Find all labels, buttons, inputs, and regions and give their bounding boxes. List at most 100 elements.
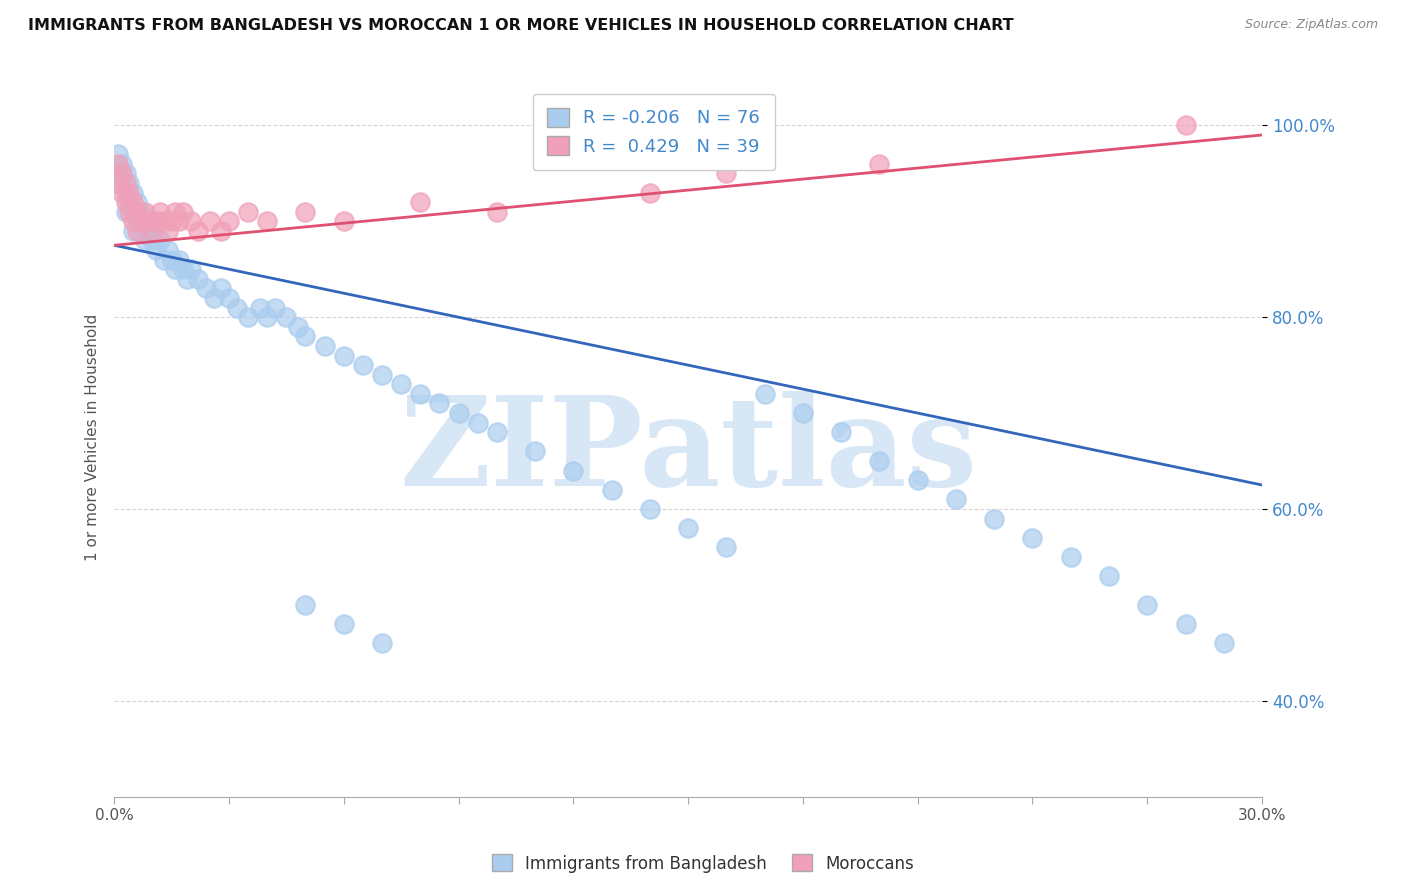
Point <box>160 252 183 267</box>
Point <box>107 166 129 180</box>
Point <box>209 224 232 238</box>
Point <box>156 243 179 257</box>
Point <box>122 195 145 210</box>
Point <box>256 214 278 228</box>
Point <box>371 636 394 650</box>
Point <box>332 214 354 228</box>
Point <box>111 157 134 171</box>
Point <box>172 262 194 277</box>
Point <box>145 243 167 257</box>
Point <box>409 387 432 401</box>
Point <box>792 406 814 420</box>
Point <box>716 541 738 555</box>
Point <box>138 224 160 238</box>
Point <box>118 195 141 210</box>
Point <box>218 291 240 305</box>
Point <box>127 204 149 219</box>
Point <box>638 502 661 516</box>
Point <box>314 339 336 353</box>
Point <box>1060 549 1083 564</box>
Point <box>225 301 247 315</box>
Point <box>122 204 145 219</box>
Point <box>107 147 129 161</box>
Point <box>122 186 145 200</box>
Point <box>332 349 354 363</box>
Point <box>236 204 259 219</box>
Point <box>118 204 141 219</box>
Point <box>218 214 240 228</box>
Point <box>676 521 699 535</box>
Point <box>256 310 278 325</box>
Point <box>1212 636 1234 650</box>
Point <box>129 224 152 238</box>
Point <box>165 204 187 219</box>
Point <box>180 262 202 277</box>
Point <box>107 176 129 190</box>
Point <box>907 473 929 487</box>
Point <box>111 186 134 200</box>
Point <box>485 425 508 440</box>
Point <box>1021 531 1043 545</box>
Point <box>122 214 145 228</box>
Point <box>127 195 149 210</box>
Point <box>276 310 298 325</box>
Point <box>1174 119 1197 133</box>
Point <box>149 204 172 219</box>
Point <box>153 214 176 228</box>
Point <box>114 176 136 190</box>
Point <box>524 444 547 458</box>
Point <box>118 186 141 200</box>
Point <box>111 176 134 190</box>
Legend: R = -0.206   N = 76, R =  0.429   N = 39: R = -0.206 N = 76, R = 0.429 N = 39 <box>533 94 775 170</box>
Point <box>127 224 149 238</box>
Point <box>134 214 156 228</box>
Point <box>600 483 623 497</box>
Point <box>138 214 160 228</box>
Point <box>114 204 136 219</box>
Point <box>114 166 136 180</box>
Point <box>294 204 316 219</box>
Point <box>202 291 225 305</box>
Point <box>160 214 183 228</box>
Y-axis label: 1 or more Vehicles in Household: 1 or more Vehicles in Household <box>86 313 100 561</box>
Point <box>129 214 152 228</box>
Point <box>114 186 136 200</box>
Point <box>141 214 163 228</box>
Point <box>467 416 489 430</box>
Point <box>129 204 152 219</box>
Point <box>187 224 209 238</box>
Point <box>209 281 232 295</box>
Point <box>287 319 309 334</box>
Point <box>153 252 176 267</box>
Text: IMMIGRANTS FROM BANGLADESH VS MOROCCAN 1 OR MORE VEHICLES IN HOUSEHOLD CORRELATI: IMMIGRANTS FROM BANGLADESH VS MOROCCAN 1… <box>28 18 1014 33</box>
Point <box>114 195 136 210</box>
Point <box>141 234 163 248</box>
Point <box>409 195 432 210</box>
Point <box>868 454 890 468</box>
Point <box>1098 569 1121 583</box>
Point <box>165 262 187 277</box>
Point <box>118 176 141 190</box>
Point <box>122 224 145 238</box>
Point <box>294 598 316 612</box>
Point <box>198 214 221 228</box>
Point <box>172 204 194 219</box>
Point <box>389 377 412 392</box>
Point <box>111 166 134 180</box>
Point <box>352 358 374 372</box>
Text: ZIPatlas: ZIPatlas <box>399 391 977 512</box>
Point <box>134 204 156 219</box>
Point <box>149 234 172 248</box>
Point <box>945 492 967 507</box>
Point <box>1174 617 1197 632</box>
Point <box>127 214 149 228</box>
Point <box>638 186 661 200</box>
Point <box>983 511 1005 525</box>
Point <box>1136 598 1159 612</box>
Point <box>134 234 156 248</box>
Point <box>249 301 271 315</box>
Point <box>141 224 163 238</box>
Point <box>107 157 129 171</box>
Point <box>830 425 852 440</box>
Point <box>180 214 202 228</box>
